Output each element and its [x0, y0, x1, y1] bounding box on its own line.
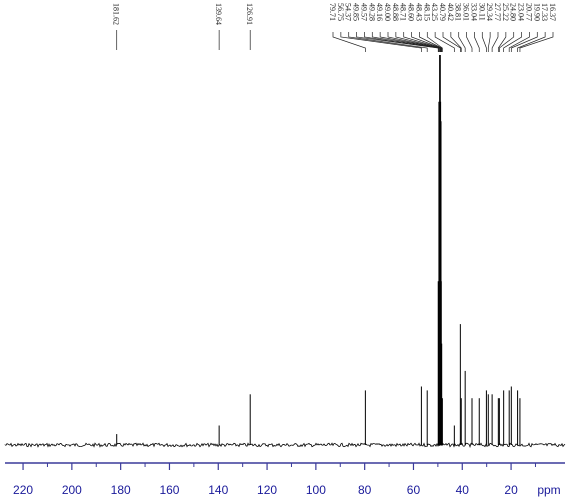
peak-leader	[508, 32, 530, 52]
x-tick-label: 80	[358, 483, 372, 497]
peak-label: 49.00	[383, 3, 392, 21]
x-tick-label: 160	[159, 483, 179, 497]
peak-leader	[419, 32, 443, 52]
peak-leader	[497, 32, 507, 52]
peak-label: 49.16	[375, 3, 384, 21]
peak-label: 48.60	[407, 3, 416, 21]
peak-label: 24.80	[509, 3, 518, 21]
peak-label: 49.85	[352, 3, 361, 21]
peak-leader	[450, 32, 462, 52]
peak-leader	[503, 32, 522, 52]
peak-label: 19.90	[532, 3, 541, 21]
x-tick-label: 60	[407, 483, 421, 497]
peak-leader	[364, 32, 440, 52]
peak-label: 181.62	[112, 3, 121, 25]
peak-leader	[426, 32, 443, 52]
peak-leader	[458, 32, 466, 52]
x-axis-label: ppm	[537, 483, 560, 497]
peak-label: 48.43	[414, 3, 423, 21]
peak-label: 20.77	[524, 3, 533, 21]
peak-label: 54.37	[344, 3, 353, 21]
x-tick-label: 20	[504, 483, 518, 497]
peak-label: 27.77	[493, 3, 502, 21]
x-tick-label: 100	[306, 483, 326, 497]
peak-leader	[481, 32, 487, 52]
peak-leader	[434, 32, 455, 52]
peak-label: 126.91	[245, 3, 254, 25]
x-tick-label: 180	[111, 483, 131, 497]
peak-label: 49.57	[359, 3, 368, 21]
peak-leader	[356, 32, 439, 52]
x-tick-label: 200	[62, 483, 82, 497]
baseline-noise	[4, 442, 566, 448]
peak-leader	[466, 32, 473, 52]
peak-label: 40.79	[438, 3, 447, 21]
peak-label: 33.04	[469, 3, 478, 21]
peak-leader	[340, 32, 422, 52]
peak-label: 49.28	[367, 3, 376, 21]
peak-label: 43.25	[430, 3, 439, 21]
peak-label: 17.33	[540, 3, 549, 21]
peak-label: 30.11	[477, 3, 486, 21]
x-tick-label: 40	[456, 483, 470, 497]
peak-label: 38.81	[454, 3, 463, 21]
peak-label: 36.01	[462, 3, 471, 21]
x-tick-label: 140	[208, 483, 228, 497]
x-tick-label: 120	[257, 483, 277, 497]
peak-label: 139.64	[214, 3, 223, 25]
peak-leader	[474, 32, 480, 52]
peak-label: 16.37	[548, 3, 557, 21]
peak-label: 29.34	[485, 3, 494, 21]
peak-leader	[379, 32, 441, 52]
peak-leader	[491, 32, 499, 52]
peak-label: 56.75	[336, 3, 345, 21]
peak-leader	[519, 32, 554, 52]
peak-leader	[442, 32, 461, 52]
peak-leader	[411, 32, 442, 52]
peak-leader	[348, 32, 428, 52]
peak-leader	[510, 32, 538, 52]
peak-label: 79.71	[328, 3, 337, 21]
peak-leader	[487, 32, 491, 52]
x-tick-label: 220	[13, 483, 33, 497]
peak-label: 23.04	[517, 3, 526, 21]
peak-label: 48.71	[399, 3, 408, 21]
peak-leader	[332, 32, 366, 52]
peak-leader	[499, 32, 515, 52]
peak-leader	[517, 32, 546, 52]
peak-label: 40.42	[446, 3, 455, 21]
peak-label: 48.88	[391, 3, 400, 21]
peak-leader	[395, 32, 441, 52]
peak-label: 25.22	[501, 3, 510, 21]
peak-label: 48.15	[422, 3, 431, 21]
